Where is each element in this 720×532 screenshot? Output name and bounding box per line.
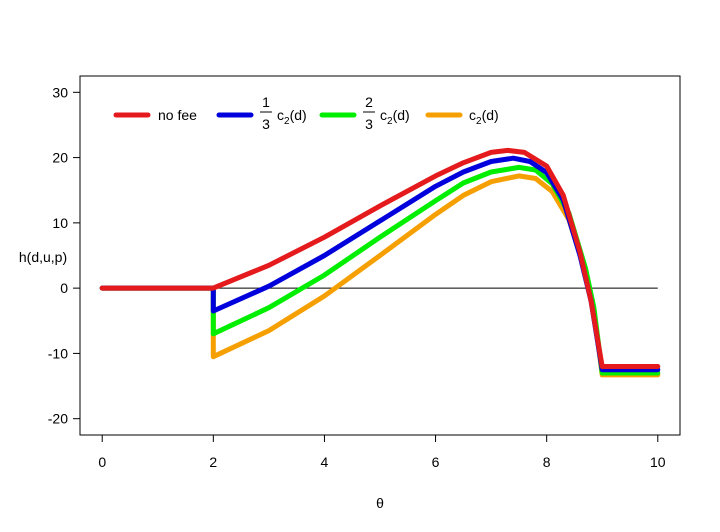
y-tick-label: -10 [48, 345, 68, 361]
legend-label-no-fee: no fee [158, 107, 197, 123]
x-tick-label: 0 [98, 454, 106, 470]
x-tick-label: 10 [650, 454, 666, 470]
legend-label-one-third: 1 3 c2(d) [260, 94, 307, 132]
x-axis: 0 2 4 6 8 10 [98, 434, 666, 470]
y-tick-label: -20 [48, 411, 68, 427]
svg-text:c2(d): c2(d) [277, 107, 307, 127]
x-tick-label: 6 [432, 454, 440, 470]
series-layer [99, 147, 661, 378]
y-tick-label: 0 [60, 280, 68, 296]
svg-text:3: 3 [365, 116, 373, 132]
svg-text:c2(d): c2(d) [469, 107, 499, 127]
y-tick-label: 30 [52, 84, 68, 100]
x-axis-title: θ [376, 495, 384, 511]
legend-label-two-thirds: 2 3 c2(d) [363, 94, 410, 132]
y-axis-title: h(d,u,p) [19, 249, 67, 265]
y-tick-label: 10 [52, 215, 68, 231]
svg-text:c2(d): c2(d) [380, 107, 410, 127]
y-tick-label: 20 [52, 150, 68, 166]
legend-label-c2: c2(d) [469, 107, 499, 127]
x-tick-label: 4 [321, 454, 329, 470]
legend: no fee 1 3 c2(d) 2 3 c2(d) c2(d) [113, 94, 499, 132]
x-tick-label: 8 [543, 454, 551, 470]
svg-text:3: 3 [262, 116, 270, 132]
svg-text:2: 2 [365, 94, 373, 110]
x-tick-label: 2 [209, 454, 217, 470]
y-axis: -20 -10 0 10 20 30 [48, 84, 81, 427]
svg-text:1: 1 [262, 94, 270, 110]
series-line-0 [99, 147, 661, 369]
